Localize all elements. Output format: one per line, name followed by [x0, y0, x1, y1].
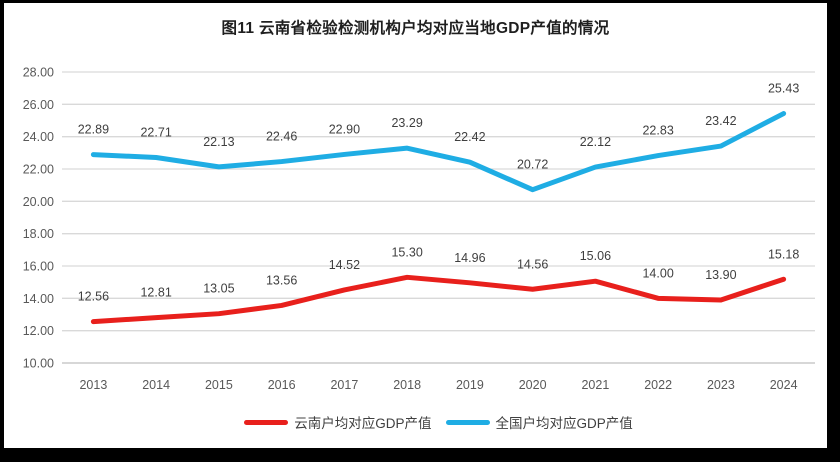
- data-label-national: 22.89: [78, 123, 109, 137]
- legend-swatch-yunnan-line: [244, 419, 289, 425]
- x-axis-tick-label: 2023: [707, 378, 735, 392]
- data-label-national: 22.90: [329, 122, 360, 136]
- data-label-yunnan: 13.56: [266, 273, 297, 287]
- y-axis-tick-label: 28.00: [23, 66, 54, 80]
- series-line-national: [90, 111, 787, 193]
- y-axis-tick-label: 16.00: [23, 260, 54, 274]
- data-label-yunnan: 12.56: [78, 290, 109, 304]
- chart-plot-area: 10.00 12.00 14.00 16.00 18.00 20.00 22.00 24.00…: [23, 66, 815, 392]
- y-axis-tick-label: 24.00: [23, 130, 54, 144]
- y-axis-tick-label: 20.00: [23, 195, 54, 209]
- x-axis-tick-label: 2024: [770, 378, 798, 392]
- y-axis-tick-label: 26.00: [23, 98, 54, 112]
- data-label-national: 22.42: [454, 130, 485, 144]
- x-axis-tick-label: 2020: [519, 378, 547, 392]
- data-label-national: 25.43: [768, 82, 799, 96]
- data-label-national: 20.72: [517, 158, 548, 172]
- data-label-yunnan: 13.90: [705, 268, 736, 282]
- data-label-national: 23.42: [705, 114, 736, 128]
- data-label-yunnan: 14.96: [454, 251, 485, 265]
- data-label-national: 22.71: [140, 126, 171, 140]
- y-axis-tick-label: 10.00: [23, 357, 54, 371]
- y-axis-tick-label: 22.00: [23, 163, 54, 177]
- y-axis-tick-label: 12.00: [23, 324, 54, 338]
- x-axis-tick-label: 2017: [330, 378, 358, 392]
- x-axis-tick-label: 2019: [456, 378, 484, 392]
- x-axis-tick-label: 2018: [393, 378, 421, 392]
- data-label-national: 22.83: [642, 124, 673, 138]
- data-label-yunnan: 14.52: [329, 258, 360, 272]
- x-axis-tick-label: 2016: [268, 378, 296, 392]
- data-label-national: 22.12: [580, 135, 611, 149]
- chart-canvas: 图11 云南省检验检测机构户均对应当地GDP产值的情况 10.00 12.00 14…: [4, 3, 827, 448]
- y-axis-tick-label: 18.00: [23, 227, 54, 241]
- x-axis-tick-label: 2013: [79, 378, 107, 392]
- data-label-yunnan: 14.56: [517, 257, 548, 271]
- data-label-national: 22.46: [266, 130, 297, 144]
- chart-legend: 云南户均对应GDP产值 全国户均对应GDP产值: [62, 410, 815, 434]
- data-label-national: 23.29: [391, 116, 422, 130]
- x-axis-tick-label: 2015: [205, 378, 233, 392]
- data-label-yunnan: 13.05: [203, 282, 234, 296]
- x-axis-tick-label: 2022: [644, 378, 672, 392]
- legend-item-national: 全国户均对应GDP产值: [445, 412, 633, 432]
- legend-label-yunnan: 云南户均对应GDP产值: [294, 416, 432, 431]
- data-label-national: 22.13: [203, 135, 234, 149]
- x-axis-tick-label: 2014: [142, 378, 170, 392]
- legend-label-national: 全国户均对应GDP产值: [495, 416, 633, 431]
- series-line-yunnan: [90, 274, 787, 325]
- y-axis-tick-label: 14.00: [23, 292, 54, 306]
- chart-title: 图11 云南省检验检测机构户均对应当地GDP产值的情况: [221, 20, 610, 37]
- x-axis-tick-label: 2021: [581, 378, 609, 392]
- legend-item-yunnan: 云南户均对应GDP产值: [244, 412, 432, 432]
- data-label-yunnan: 15.18: [768, 247, 799, 261]
- data-label-yunnan: 15.06: [580, 249, 611, 263]
- data-label-yunnan: 14.00: [642, 266, 673, 280]
- data-label-yunnan: 12.81: [140, 286, 171, 300]
- data-label-yunnan: 15.30: [391, 245, 422, 259]
- legend-swatch-national-line: [445, 419, 490, 425]
